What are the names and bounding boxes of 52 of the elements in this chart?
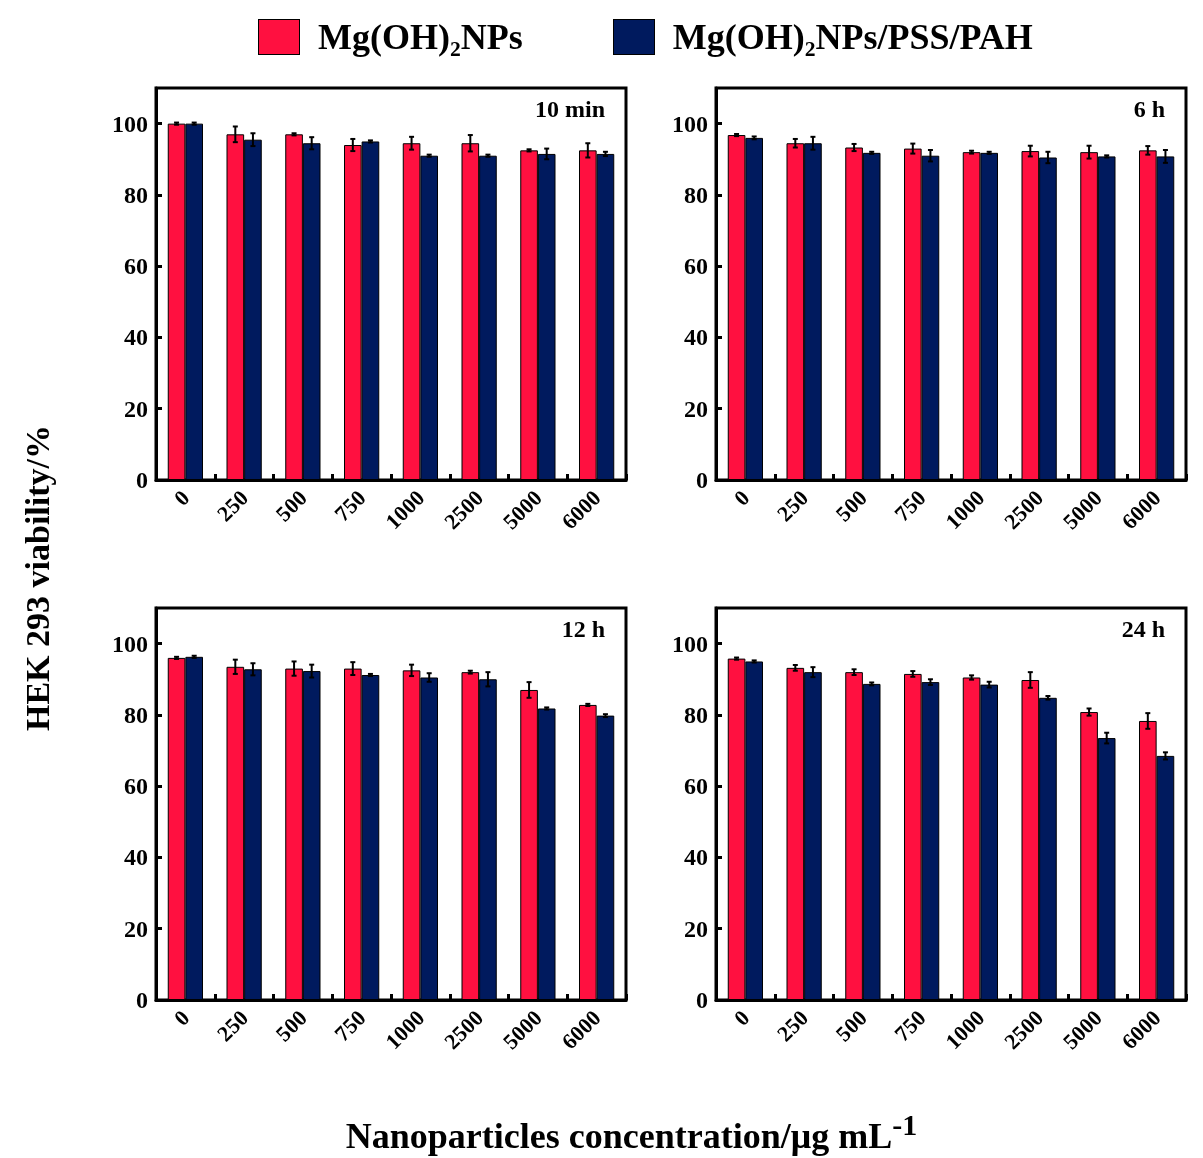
x-tick-label: 500 — [830, 1005, 872, 1047]
x-tick-label: 0 — [728, 1005, 755, 1031]
y-tick-label: 60 — [684, 253, 708, 280]
x-axis-title: Nanoparticles concentration/μg mL$^{-1}$ — [344, 1108, 919, 1157]
y-tick-label: 80 — [124, 701, 148, 728]
y-tick-label: 80 — [684, 181, 708, 208]
x-tick-label: 250 — [771, 485, 813, 527]
y-tick-label: 40 — [124, 324, 148, 351]
x-tick-label: 0 — [728, 485, 755, 511]
x-tick-label: 6000 — [1116, 485, 1166, 534]
x-tick-label: 250 — [771, 1005, 813, 1047]
x-tick-label: 6000 — [1116, 1005, 1166, 1054]
legend-label: Mg(OH)₂NPs — [318, 16, 523, 58]
x-tick-label: 250 — [211, 485, 253, 527]
x-tick-label: 0 — [168, 1005, 195, 1031]
y-tick-label: 0 — [696, 467, 708, 493]
y-tick-label: 100 — [672, 630, 708, 657]
x-tick-label: 750 — [329, 485, 371, 527]
y-tick-label: 60 — [684, 773, 708, 800]
chart-title: 24 h — [1121, 616, 1166, 642]
x-tick-label: 500 — [270, 1005, 312, 1047]
x-tick-label: 6000 — [556, 485, 606, 534]
y-tick-label: 0 — [696, 987, 708, 1013]
x-tick-label: 500 — [830, 485, 872, 527]
y-tick-label: 100 — [112, 110, 148, 137]
chart-title: 10 min — [534, 96, 606, 122]
x-tick-label: 500 — [270, 485, 312, 527]
y-tick-label: 80 — [684, 701, 708, 728]
y-tick-label: 40 — [124, 844, 148, 871]
y-tick-label: 0 — [136, 987, 148, 1013]
chart-title: 12 h — [561, 616, 606, 642]
y-tick-label: 20 — [124, 395, 148, 422]
y-tick-label: 0 — [136, 467, 148, 493]
x-tick-label: 250 — [211, 1005, 253, 1047]
y-tick-label: 80 — [124, 181, 148, 208]
y-tick-label: 100 — [672, 110, 708, 137]
y-tick-label: 20 — [124, 915, 148, 942]
x-tick-label: 750 — [889, 485, 931, 527]
y-tick-label: 40 — [684, 844, 708, 871]
x-tick-label: 750 — [329, 1005, 371, 1047]
y-tick-label: 60 — [124, 253, 148, 280]
y-tick-label: 40 — [684, 324, 708, 351]
y-tick-label: 100 — [112, 630, 148, 657]
chart-title: 6 h — [1133, 96, 1166, 122]
y-tick-label: 20 — [684, 915, 708, 942]
x-tick-label: 750 — [889, 1005, 931, 1047]
y-axis-title: HEK 293 viability/% — [19, 424, 57, 732]
y-tick-label: 60 — [124, 773, 148, 800]
legend-label: Mg(OH)₂NPs/PSS/PAH — [672, 16, 1033, 58]
x-tick-label: 0 — [168, 485, 195, 511]
x-tick-label: 6000 — [556, 1005, 606, 1054]
y-tick-label: 20 — [684, 395, 708, 422]
